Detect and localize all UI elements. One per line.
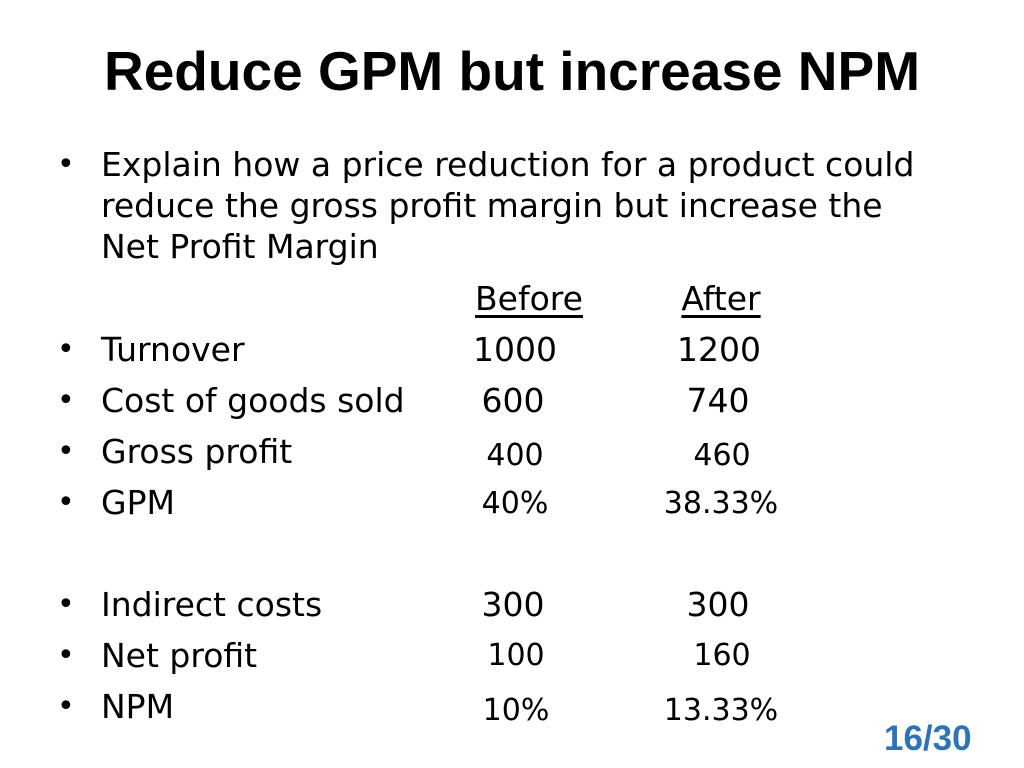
row-bullet: • (57, 434, 75, 469)
row-bullet: • (57, 383, 75, 418)
row-label-gpm: GPM (101, 483, 175, 522)
value-gross-profit-before: 400 (486, 438, 544, 473)
value-indirect-costs-after: 300 (686, 585, 750, 624)
row-bullet: • (57, 689, 75, 724)
intro-line-2: reduce the gross profit margin but incre… (101, 186, 883, 225)
value-cogs-before: 600 (481, 381, 545, 420)
value-npm-after: 13.33% (663, 693, 779, 728)
row-label-net-profit: Net profit (101, 636, 258, 675)
column-header-before: Before (475, 279, 583, 318)
value-net-profit-after: 160 (693, 638, 751, 673)
row-bullet: • (57, 485, 75, 520)
intro-bullet: • (57, 147, 75, 182)
page-number: 16/30 (884, 719, 972, 758)
value-turnover-after: 1200 (677, 330, 761, 369)
value-cogs-after: 740 (686, 381, 750, 420)
column-header-after: After (681, 279, 761, 318)
slide-title: Reduce GPM but increase NPM (103, 40, 921, 102)
value-net-profit-before: 100 (487, 638, 545, 673)
row-bullet: • (57, 332, 75, 367)
row-bullet: • (57, 587, 75, 622)
intro-line-1: Explain how a price reduction for a prod… (101, 145, 915, 184)
intro-line-3: Net Profit Margin (101, 227, 379, 266)
value-indirect-costs-before: 300 (481, 585, 545, 624)
row-label-gross-profit: Gross profit (101, 432, 293, 471)
value-gpm-after: 38.33% (663, 486, 779, 521)
row-label-cost-of-goods-sold: Cost of goods sold (101, 381, 405, 420)
row-label-turnover: Turnover (101, 330, 245, 369)
row-label-npm: NPM (101, 687, 175, 726)
value-gpm-before: 40% (481, 486, 549, 521)
row-bullet: • (57, 638, 75, 673)
value-npm-before: 10% (482, 693, 550, 728)
row-label-indirect-costs: Indirect costs (101, 585, 323, 624)
value-turnover-before: 1000 (473, 330, 557, 369)
value-gross-profit-after: 460 (693, 438, 751, 473)
